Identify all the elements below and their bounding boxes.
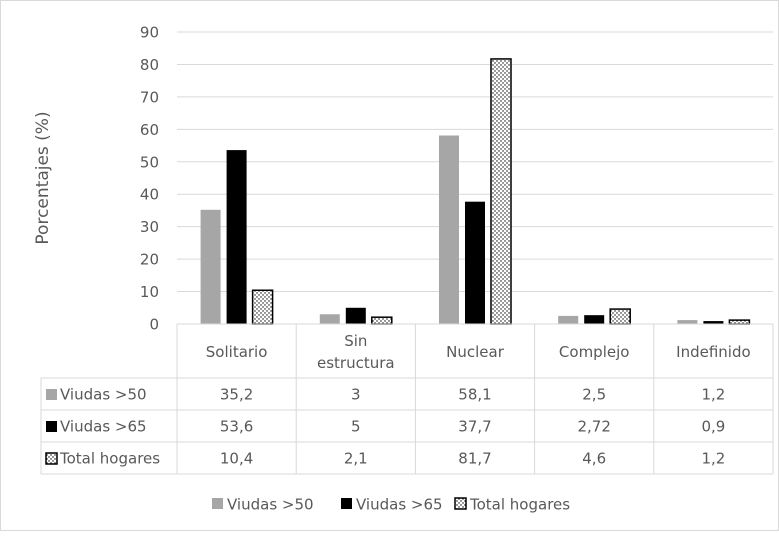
x-category-label: estructura [317,354,395,372]
legend-key [212,498,223,509]
y-tick-label: 80 [140,56,159,74]
bar [319,314,340,324]
legend-label: Viudas >50 [227,496,314,514]
data-label: 81,7 [458,450,491,468]
legend-key [454,497,467,510]
x-category-label: Indefinido [676,343,751,361]
data-label: 35,2 [220,386,253,404]
x-category-label: Complejo [559,343,630,361]
legend-key [341,498,352,509]
bar [251,289,274,325]
data-label: 0,9 [701,418,725,436]
row-legend-key [45,452,58,465]
bar [200,209,221,324]
data-label: 4,6 [582,450,606,468]
data-label: 10,4 [220,450,253,468]
data-label: 37,7 [458,418,491,436]
legend-label: Total hogares [469,496,570,514]
data-label: 3 [351,386,361,404]
row-series-name: Viudas >65 [60,418,147,436]
y-tick-label: 50 [140,153,159,171]
y-tick-label: 0 [149,316,159,334]
bar [703,321,724,324]
bar [609,308,631,325]
bar [465,201,485,324]
bar [490,58,512,325]
y-tick-label: 30 [140,218,159,236]
bar [728,319,751,325]
y-tick-label: 40 [140,186,159,204]
data-label: 5 [351,418,361,436]
legend-label: Viudas >65 [356,496,443,514]
bar [226,150,247,324]
y-axis-label: Porcentajes (%) [33,111,53,244]
data-label: 2,72 [577,418,610,436]
bar [345,307,366,324]
y-tick-label: 60 [140,121,159,139]
bar [677,320,698,324]
data-label: 58,1 [458,386,491,404]
y-tick-label: 10 [140,283,159,301]
data-label: 1,2 [701,386,725,404]
row-legend-key [46,421,57,432]
data-label: 2,1 [344,450,368,468]
bar [371,316,393,325]
data-label: 53,6 [220,418,253,436]
bar [558,315,579,324]
row-series-name: Total hogares [59,450,160,468]
data-label: 1,2 [701,450,725,468]
data-label: 2,5 [582,386,606,404]
y-tick-label: 90 [140,24,159,42]
y-tick-label: 70 [140,88,159,106]
bar [439,135,459,324]
x-category-label: Nuclear [446,343,505,361]
y-tick-label: 20 [140,251,159,269]
row-legend-key [46,389,57,400]
x-category-label: Solitario [206,343,268,361]
x-category-label: Sin [344,332,367,350]
row-series-name: Viudas >50 [60,386,147,404]
bar [584,315,605,324]
